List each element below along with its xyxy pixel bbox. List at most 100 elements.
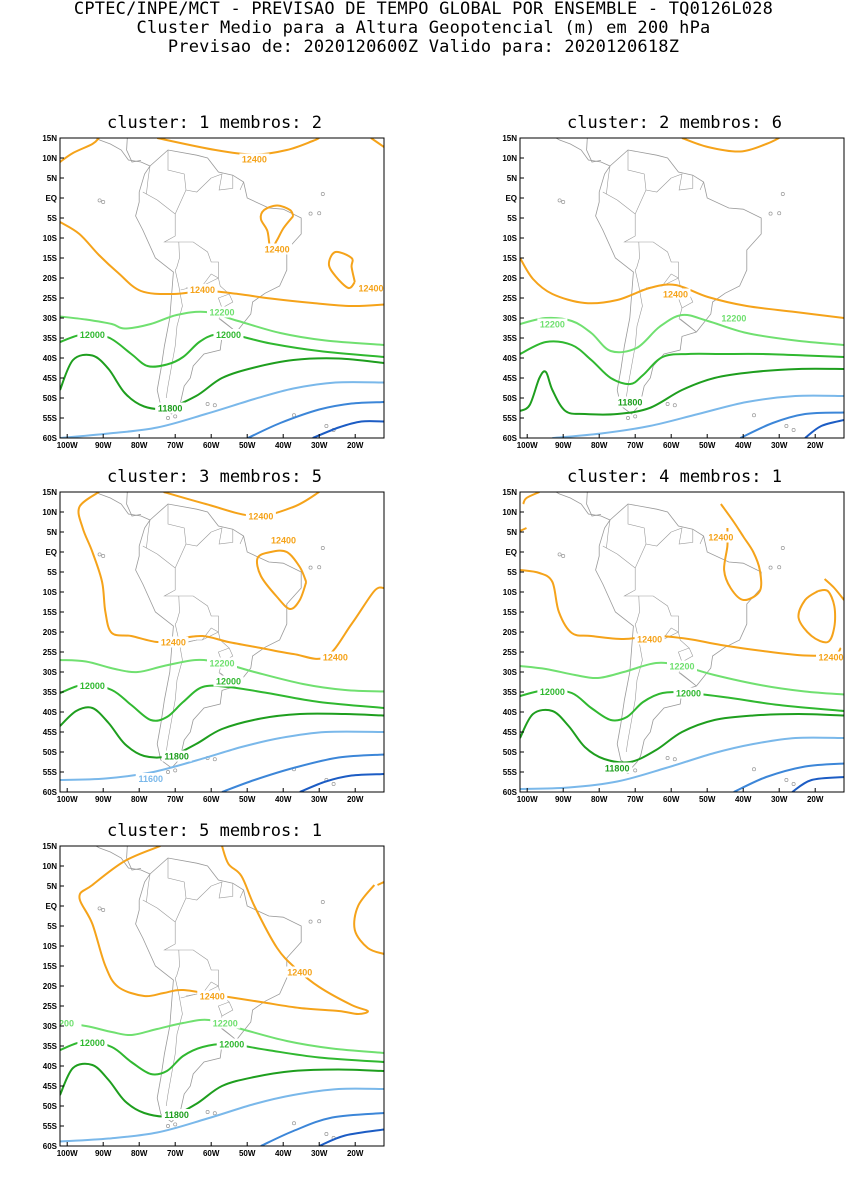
- contour-label-bg: [718, 312, 749, 324]
- contour-label: 200: [59, 1019, 74, 1029]
- lat-label: 20S: [43, 274, 58, 283]
- lat-label: 50S: [43, 1102, 58, 1111]
- island: [626, 416, 630, 420]
- contour-label-bg: [155, 402, 186, 414]
- contour-label: 12200: [721, 314, 746, 324]
- lat-label: 10N: [42, 862, 57, 871]
- lat-label: 55S: [503, 414, 518, 423]
- lat-label: 45S: [503, 374, 518, 383]
- contour-label: 12400: [265, 245, 290, 255]
- island: [308, 211, 313, 216]
- lat-label: 60S: [43, 434, 58, 443]
- island: [331, 782, 336, 786]
- lon-label: 60W: [663, 795, 680, 804]
- island: [320, 900, 325, 904]
- country-border: [617, 553, 639, 597]
- contour-11400: [221, 753, 384, 792]
- lat-label: 45S: [43, 728, 58, 737]
- country-border: [602, 191, 618, 201]
- lon-label: 20W: [807, 795, 824, 804]
- lon-label: 90W: [95, 1149, 112, 1158]
- country-border: [146, 873, 151, 903]
- lat-label: 30S: [503, 668, 518, 677]
- island: [205, 402, 210, 406]
- lon-label: 60W: [203, 795, 220, 804]
- land-outlines: [95, 490, 336, 786]
- lat-label: 10S: [503, 234, 518, 243]
- contour-12400: [163, 492, 320, 518]
- contour-label-bg: [245, 510, 276, 522]
- caribbean-island: [166, 844, 168, 846]
- lat-label: 30S: [43, 314, 58, 323]
- land-outlines: [555, 136, 796, 432]
- island: [324, 424, 329, 428]
- country-border: [174, 595, 180, 625]
- country-border: [634, 189, 647, 215]
- map-cluster-5: 12400 12400 200 12200 12000 12000 11800 15N 10N 5…: [42, 842, 385, 1158]
- country-border: [174, 543, 187, 569]
- lon-label: 100W: [517, 441, 538, 450]
- country-border: [239, 181, 244, 191]
- island: [264, 1146, 267, 1149]
- header-line-1: CPTEC/INPE/MCT - PREVISAO DE TEMPO GLOBA…: [73, 0, 774, 19]
- contour-12000: [60, 333, 384, 368]
- contour-label: 11800: [158, 404, 183, 414]
- island: [780, 546, 785, 550]
- contour-label: 12400: [637, 635, 662, 645]
- contour-11600: [520, 736, 844, 790]
- country-border: [174, 189, 187, 215]
- contour-label: 12400: [359, 284, 384, 294]
- contour-12200: [60, 310, 384, 346]
- contour-12000: [60, 1039, 384, 1076]
- contour-label-bg: [537, 318, 568, 330]
- contour-11200: [791, 776, 844, 792]
- island: [101, 200, 106, 204]
- island: [633, 768, 638, 773]
- caribbean-island: [166, 490, 168, 492]
- contour-label: 12400: [663, 290, 688, 300]
- map-cluster-1: 12400 12400 12400 12400 12200 12000 12000 11800…: [42, 134, 387, 450]
- lat-label: 5S: [507, 214, 517, 223]
- contour-label: 12400: [708, 533, 733, 543]
- country-border: [634, 241, 640, 271]
- map-cluster-3: 12400 12400 12400 12400 12200 12000 12000 11800…: [42, 488, 385, 804]
- lat-label: 15N: [42, 134, 57, 143]
- contour-11800: [520, 367, 844, 416]
- lat-label: 15N: [502, 134, 517, 143]
- lon-label: 80W: [131, 795, 148, 804]
- caribbean-island: [626, 136, 628, 138]
- contour-label: 12200: [669, 662, 694, 672]
- lat-label: 10N: [42, 154, 57, 163]
- central-america-coastline: [126, 846, 142, 871]
- lon-label: 40W: [735, 795, 752, 804]
- lat-label: 50S: [43, 748, 58, 757]
- island: [101, 908, 106, 912]
- lon-label: 100W: [517, 795, 538, 804]
- island: [173, 414, 178, 419]
- contour-label-bg: [207, 306, 237, 318]
- lat-label: 60S: [43, 788, 58, 797]
- lon-label: 80W: [131, 441, 148, 450]
- lon-label: 20W: [347, 795, 364, 804]
- country-border: [671, 527, 694, 545]
- map-cluster-4: 12400 12400 12400 12200 12000 12000 11800 15N 10…: [502, 488, 847, 804]
- panel-title: cluster: 4 membros: 1: [567, 467, 782, 487]
- lon-label: 100W: [57, 1149, 78, 1158]
- contour-label-bg: [602, 762, 633, 774]
- lon-label: 90W: [95, 441, 112, 450]
- lon-label: 60W: [663, 441, 680, 450]
- central-america-coastline: [555, 138, 611, 167]
- lat-label: 35S: [43, 688, 58, 697]
- lat-label: 5N: [47, 174, 57, 183]
- lat-label: 20S: [43, 628, 58, 637]
- south-america-coastline: [135, 857, 302, 1123]
- contour-label: 11800: [164, 752, 189, 762]
- plot-frame: [519, 137, 845, 439]
- island: [768, 211, 773, 216]
- lat-label: 5N: [47, 882, 57, 891]
- island: [97, 906, 102, 911]
- lat-label: 55S: [43, 1122, 58, 1131]
- country-border: [634, 543, 647, 569]
- island: [791, 428, 796, 432]
- panel-title: cluster: 5 membros: 1: [107, 821, 322, 841]
